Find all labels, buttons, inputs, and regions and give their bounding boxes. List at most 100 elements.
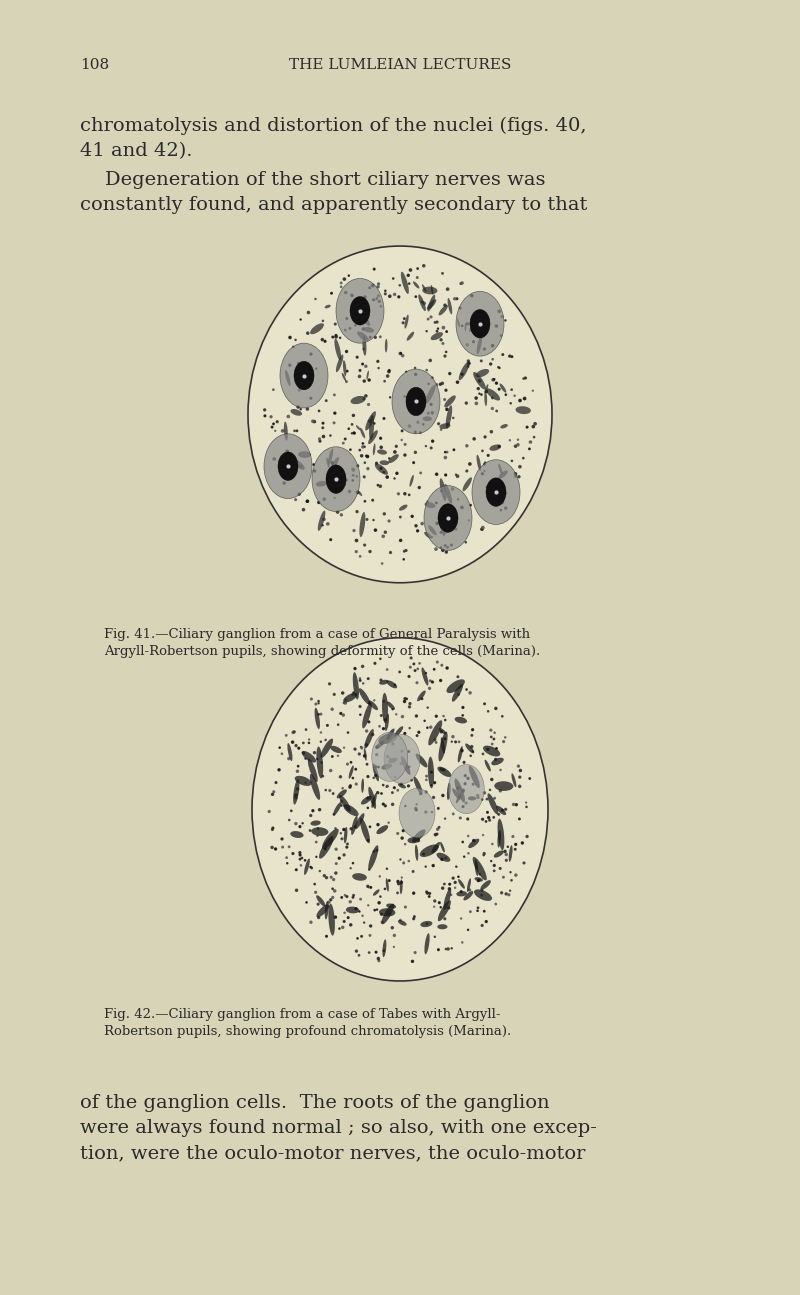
Point [378,940,390,961]
Point [439,939,452,960]
Point [374,670,387,690]
Point [379,522,392,543]
Point [370,453,383,474]
Point [411,659,424,680]
Ellipse shape [371,793,377,808]
Point [490,698,502,719]
Point [398,308,410,329]
Point [362,877,375,897]
Ellipse shape [351,816,358,835]
Point [492,357,505,378]
Point [363,860,376,881]
Point [294,399,307,420]
Point [426,855,439,875]
Point [493,300,506,321]
Point [367,840,380,861]
Point [424,350,437,370]
Point [422,491,434,512]
Point [442,939,454,960]
Ellipse shape [509,846,513,861]
Point [390,436,402,457]
Point [346,853,359,874]
Point [297,742,310,763]
Point [362,895,374,916]
Point [523,439,536,460]
Point [467,332,480,352]
Point [528,427,541,448]
Point [402,484,415,505]
Point [486,769,498,790]
Ellipse shape [280,343,328,408]
Point [437,706,450,726]
Point [462,919,474,940]
Point [422,308,434,329]
Point [496,344,509,365]
Point [324,760,337,781]
Point [281,440,294,461]
Point [370,745,383,765]
Point [372,273,385,294]
Point [294,842,306,862]
Point [402,741,415,761]
Point [519,368,532,388]
Point [477,743,490,764]
Point [374,297,387,317]
Point [335,887,348,908]
Point [358,286,371,307]
Point [419,435,432,456]
Point [323,780,336,800]
Point [377,526,390,546]
Point [339,429,352,449]
Ellipse shape [302,751,316,763]
Point [516,833,529,853]
Point [461,435,474,456]
Ellipse shape [443,888,451,910]
Point [368,413,381,434]
Ellipse shape [382,764,392,769]
Point [292,396,305,417]
Ellipse shape [392,369,440,434]
Point [438,295,451,316]
Point [370,737,383,758]
Point [481,802,494,822]
Ellipse shape [248,246,552,583]
Point [466,719,479,739]
Point [440,541,453,562]
Point [499,385,512,405]
Point [483,809,496,830]
Point [403,416,416,436]
Ellipse shape [364,729,374,749]
Point [478,426,491,447]
Point [341,837,354,857]
Point [353,901,366,922]
Point [375,783,388,804]
Point [258,399,271,420]
Ellipse shape [418,294,426,311]
Ellipse shape [400,879,402,894]
Point [356,354,369,374]
Point [462,843,474,864]
Point [395,773,408,794]
Ellipse shape [350,396,366,404]
Point [375,704,388,725]
Point [475,884,488,905]
Point [286,843,299,864]
Point [459,765,472,786]
Point [266,820,278,840]
Point [394,275,406,295]
Point [426,802,438,822]
Point [320,390,333,411]
Ellipse shape [486,478,506,506]
Point [503,346,516,366]
Point [396,741,409,761]
Ellipse shape [406,332,414,341]
Point [314,861,326,882]
Point [294,844,306,865]
Point [409,442,422,462]
Point [434,670,447,690]
Ellipse shape [477,455,481,471]
Point [449,872,462,892]
Point [398,434,411,455]
Ellipse shape [474,860,478,875]
Point [394,850,407,870]
